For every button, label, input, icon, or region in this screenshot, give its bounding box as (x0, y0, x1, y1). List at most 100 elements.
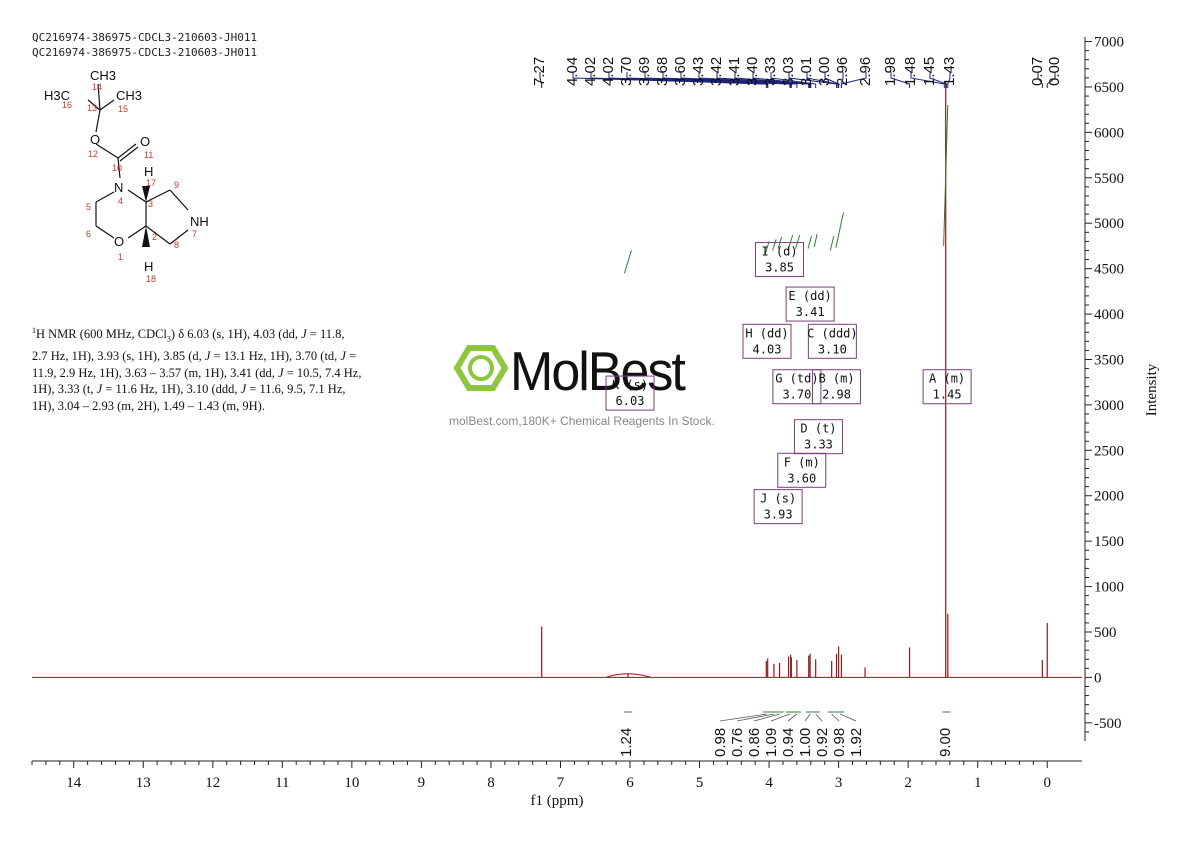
multiplet-label: K (s) (612, 378, 648, 392)
atom-number: 13 (87, 103, 97, 113)
y-tick-label: 1000 (1094, 580, 1124, 596)
peak-leader-line (910, 72, 945, 88)
peak-leader-line (752, 72, 812, 88)
multiplet-shift: 1.45 (933, 388, 962, 402)
peak-leader-line (734, 72, 811, 88)
atom-number: 15 (118, 104, 128, 114)
y-tick-label: 7000 (1094, 35, 1124, 51)
atom-number: 1 (118, 252, 123, 262)
multiplet-label: F (m) (784, 455, 820, 469)
multiplet-annotation: C (ddd) 3.10 (807, 323, 858, 359)
peak-label: 4.04 (564, 57, 581, 86)
multiplet-box (742, 323, 792, 359)
peak-label: 7.27 (531, 57, 548, 86)
integral-curve (829, 235, 835, 251)
y-axis-label: Intensity (1144, 363, 1160, 416)
x-tick-label: 6 (626, 775, 634, 791)
peak-label: 1.45 (921, 57, 938, 86)
multiplet-label: G (td) (775, 372, 818, 386)
multiplet-shift: 3.70 (782, 388, 811, 402)
molbest-logo-icon (453, 345, 509, 391)
peak-label: 3.68 (654, 57, 671, 86)
sample-id-line: QC216974-386975-CDCL3-210603-JH011 (32, 31, 258, 44)
peak-leader-line (840, 72, 867, 88)
atom-label: O (114, 234, 124, 249)
atom-number: 3 (148, 199, 153, 209)
atom-number: 17 (146, 178, 156, 188)
peak-label: 3.42 (708, 57, 725, 86)
nmr-description: 1H NMR (600 MHz, CDCl3) δ 6.03 (s, 1H), … (32, 326, 362, 413)
y-tick-label: 3000 (1094, 398, 1124, 414)
y-tick-label: 5000 (1094, 216, 1124, 232)
peak-label: 3.43 (690, 57, 707, 86)
y-tick-label: 2000 (1094, 489, 1124, 505)
atom-number: 9 (174, 180, 179, 190)
integral-value: 1.09 (763, 728, 780, 757)
y-tick-label: 2500 (1094, 443, 1124, 459)
peak-leader-line (662, 72, 792, 88)
peak-label: 3.40 (744, 57, 761, 86)
x-tick-label: 11 (275, 775, 289, 791)
peak-label: 4.02 (600, 57, 617, 86)
integral-leader-line (804, 713, 811, 722)
x-tick-label: 10 (344, 775, 359, 791)
atom-label: N (114, 180, 123, 195)
multiplet-label: E (dd) (788, 289, 831, 303)
multiplet-box (807, 323, 857, 359)
x-tick-label: 9 (418, 775, 426, 791)
x-tick-label: 1 (974, 775, 982, 791)
peak-label: 3.01 (798, 57, 815, 86)
multiplet-shift: 3.33 (804, 438, 833, 452)
atom-label: O (140, 134, 150, 149)
multiplet-annotation: I (d) 3.85 (755, 242, 805, 278)
peak-leader-line (1046, 72, 1056, 88)
integral-value: 1.00 (797, 728, 814, 757)
x-tick-label: 3 (835, 775, 843, 791)
integral-curve (795, 234, 801, 249)
peak-leader-line (539, 72, 543, 88)
multiplet-shift: 4.03 (753, 342, 782, 356)
peak-label: 4.02 (582, 57, 599, 86)
multiplet-shift: 3.41 (796, 305, 825, 319)
peak-leader-line (788, 72, 838, 88)
peak-leader-line (1037, 72, 1043, 88)
multiplet-annotation: F (m) 3.60 (777, 452, 827, 488)
logo-tagline: molBest.com,180K+ Chemical Reagents In S… (449, 414, 715, 428)
x-axis-label: f1 (ppm) (531, 793, 584, 809)
x-tick-label: 14 (66, 775, 82, 791)
y-tick-label: 4500 (1094, 262, 1124, 278)
multiplet-label: H (dd) (745, 326, 788, 340)
multiplet-label: A (m) (929, 372, 965, 386)
x-tick-label: 0 (1043, 775, 1051, 791)
integral-value: 0.98 (831, 728, 848, 757)
y-tick-label: 500 (1094, 625, 1117, 641)
x-tick-label: 2 (904, 775, 912, 791)
atom-number: 8 (174, 240, 179, 250)
atom-number: 12 (88, 149, 98, 159)
multiplet-shift: 2.98 (822, 388, 851, 402)
atom-number: 6 (86, 229, 91, 239)
multiplet-box (812, 369, 862, 405)
atom-number: 2 (152, 232, 157, 242)
peak-label: 3.60 (672, 57, 689, 86)
y-tick-label: 6500 (1094, 80, 1124, 96)
peak-leader-line (698, 72, 810, 88)
y-tick-label: 4000 (1094, 307, 1124, 323)
atom-number: 16 (62, 100, 72, 110)
y-tick-label: 5500 (1094, 171, 1124, 187)
atom-number: 14 (92, 82, 102, 92)
x-tick-label: 5 (696, 775, 704, 791)
peak-label: 1.43 (941, 57, 958, 86)
multiplet-shift: 3.85 (765, 261, 794, 275)
x-tick-label: 13 (136, 775, 151, 791)
peak-label: 3.33 (762, 57, 779, 86)
peak-leader-line (890, 72, 911, 88)
y-tick-label: -500 (1094, 716, 1122, 732)
integral-curve (764, 241, 770, 256)
atom-number: 18 (146, 274, 156, 284)
peak-label: 3.69 (636, 57, 653, 86)
multiplet-label: C (ddd) (807, 326, 858, 340)
multiplet-shift: 3.60 (787, 471, 816, 485)
multiplet-annotation: H (dd) 4.03 (742, 323, 792, 359)
peak-label: 3.41 (726, 57, 743, 86)
